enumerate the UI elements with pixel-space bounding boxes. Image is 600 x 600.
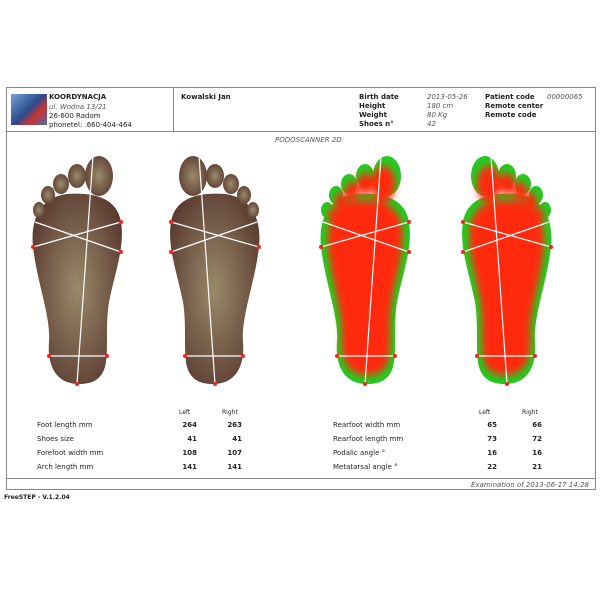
- foot-scans: [31, 155, 553, 386]
- measure-right-value: 21: [532, 463, 542, 471]
- measure-right-value: 141: [227, 463, 242, 471]
- patient-name: Kowalski Jan: [181, 93, 231, 101]
- left-foot-pressure-map: [319, 155, 411, 386]
- measure-left-value: 65: [487, 421, 497, 429]
- report-footer: Examination of 2013-06-17 14:28: [7, 478, 595, 490]
- measure-right-value: 263: [227, 421, 242, 429]
- code-label: Patient code: [485, 93, 535, 101]
- measure-left-value: 73: [487, 435, 497, 443]
- measure-right-value: 41: [232, 435, 242, 443]
- measure-left-value: 108: [182, 449, 197, 457]
- examination-date: Examination of 2013-06-17 14:28: [470, 481, 589, 489]
- clinic-logo: [11, 94, 47, 125]
- column-right-header: Right: [222, 409, 238, 416]
- code-label: Remote center: [485, 102, 544, 110]
- report: KOORDYNACJA ul. Wodna 13/21 26-600 Radom…: [6, 87, 596, 490]
- measure-left-value: 16: [487, 449, 497, 457]
- info-value: 180 cm: [427, 102, 454, 110]
- measure-label: Rearfoot width mm: [333, 421, 401, 429]
- clinic-city: 26-600 Radom: [49, 112, 101, 120]
- measure-right-value: 72: [532, 435, 542, 443]
- info-label: Birth date: [359, 93, 399, 101]
- info-value: 42: [427, 120, 436, 128]
- measure-left-value: 264: [182, 421, 197, 429]
- measure-right-value: 66: [532, 421, 542, 429]
- clinic-phone: phonetel: .660-404-464: [49, 121, 132, 129]
- version-label: FreeSTEP - V.1.2.04: [4, 494, 70, 501]
- measure-label: Forefoot width mm: [37, 449, 104, 457]
- right-foot-pressure-map: [461, 155, 553, 386]
- column-left-header: Left: [479, 409, 491, 416]
- column-left-header: Left: [179, 409, 191, 416]
- measure-label: Foot length mm: [37, 421, 93, 429]
- measure-left-value: 22: [487, 463, 497, 471]
- left-foot-photo: [31, 155, 123, 386]
- clinic-name: KOORDYNACJA: [49, 93, 107, 101]
- measure-label: Metatarsal angle °: [333, 463, 398, 471]
- measure-right-value: 16: [532, 449, 542, 457]
- right-foot-photo: [169, 155, 261, 386]
- code-value: 00000065: [547, 93, 583, 101]
- divider: [173, 88, 174, 131]
- info-label: Shoes n°: [359, 120, 394, 128]
- measure-left-value: 41: [187, 435, 197, 443]
- info-label: Height: [359, 102, 386, 110]
- info-value: 2013-05-26: [427, 93, 468, 101]
- clinic-street: ul. Wodna 13/21: [49, 103, 107, 111]
- column-right-header: Right: [522, 409, 538, 416]
- section-title: PODOSCANNER 2D: [275, 136, 342, 144]
- measure-right-value: 107: [227, 449, 242, 457]
- measure-label: Rearfoot length mm: [333, 435, 404, 443]
- report-header: KOORDYNACJA ul. Wodna 13/21 26-600 Radom…: [7, 88, 595, 132]
- measure-label: Arch length mm: [37, 463, 94, 471]
- info-label: Weight: [359, 111, 387, 119]
- measure-label: Podalic angle °: [333, 449, 386, 457]
- info-value: 80 Kg: [427, 111, 448, 119]
- measure-label: Shoes size: [37, 435, 74, 443]
- measure-left-value: 141: [182, 463, 197, 471]
- code-label: Remote code: [485, 111, 537, 119]
